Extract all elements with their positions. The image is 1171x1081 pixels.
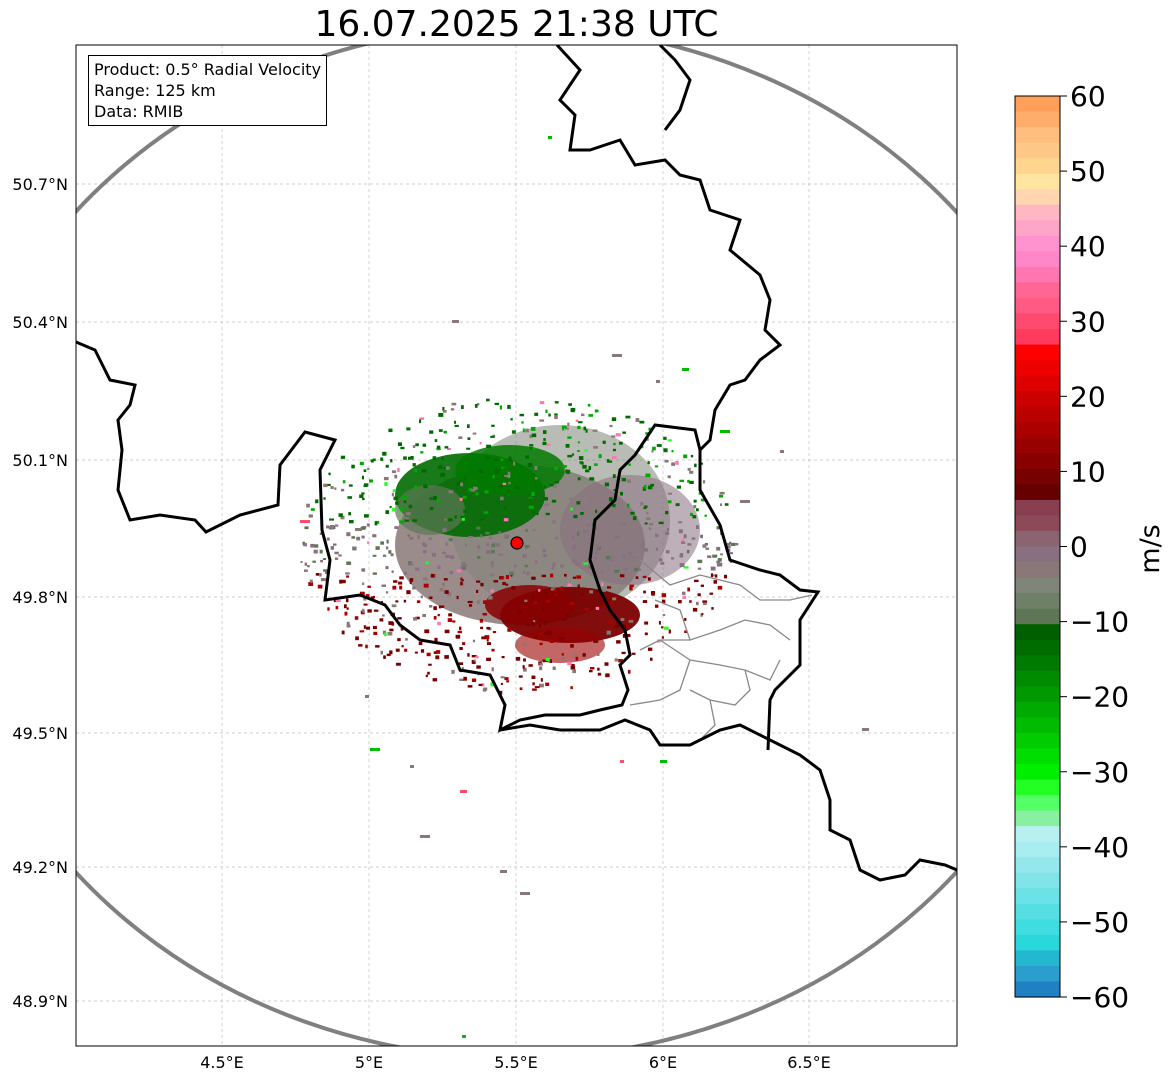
radar-site-marker — [511, 537, 523, 549]
colorbar-band — [1015, 919, 1060, 935]
colorbar-band — [1015, 795, 1060, 811]
colorbar-band — [1015, 593, 1060, 609]
lat-tick: 49.2°N — [12, 858, 68, 877]
colorbar-band — [1015, 112, 1060, 128]
colorbar-band — [1015, 826, 1060, 842]
colorbar-band — [1015, 391, 1060, 407]
lat-tick: 49.5°N — [12, 724, 68, 743]
colorbar-tick-label: 50 — [1070, 155, 1106, 188]
colorbar-band — [1015, 748, 1060, 764]
colorbar-band — [1015, 220, 1060, 236]
colorbar-tick-label: −20 — [1070, 681, 1129, 714]
colorbar-band — [1015, 376, 1060, 392]
colorbar-band — [1015, 904, 1060, 920]
colorbar-band — [1015, 500, 1060, 516]
colorbar-tick-label: 0 — [1070, 531, 1088, 564]
colorbar-band — [1015, 640, 1060, 656]
colorbar-tick-label: 60 — [1070, 80, 1106, 113]
colorbar-band — [1015, 438, 1060, 454]
colorbar-tick-label: −10 — [1070, 606, 1129, 639]
lat-tick: 49.8°N — [12, 588, 68, 607]
colorbar-band — [1015, 469, 1060, 485]
colorbar-bands — [1015, 96, 1060, 998]
colorbar-band — [1015, 531, 1060, 547]
lat-tick: 50.4°N — [12, 313, 68, 332]
colorbar-band — [1015, 407, 1060, 423]
colorbar-tick-label: 40 — [1070, 230, 1106, 263]
colorbar-band — [1015, 624, 1060, 640]
colorbar-band — [1015, 655, 1060, 671]
lon-tick: 5.5°E — [494, 1053, 538, 1072]
lon-tick: 6.5°E — [787, 1053, 831, 1072]
colorbar-tick-label: −40 — [1070, 831, 1129, 864]
colorbar-band — [1015, 981, 1060, 997]
velocity-echoes — [300, 136, 869, 1038]
colorbar-band — [1015, 360, 1060, 376]
colorbar-band — [1015, 562, 1060, 578]
lat-tick-labels: 50.7°N 50.4°N 50.1°N 49.8°N 49.5°N 49.2°… — [12, 175, 68, 1011]
range-label: Range: 125 km — [94, 80, 321, 101]
colorbar-band — [1015, 764, 1060, 780]
source-label: Data: RMIB — [94, 101, 321, 122]
colorbar-band — [1015, 733, 1060, 749]
lon-tick: 4.5°E — [200, 1053, 244, 1072]
colorbar-tick-label: −60 — [1070, 981, 1129, 1014]
colorbar-tick-label: 20 — [1070, 380, 1106, 413]
lat-tick: 48.9°N — [12, 992, 68, 1011]
colorbar-band — [1015, 935, 1060, 951]
colorbar-ticks: 60 50 40 30 20 10 0 −10 −20 −30 −40 −50 −60 — [1060, 80, 1129, 1014]
colorbar-band — [1015, 298, 1060, 314]
colorbar-band — [1015, 950, 1060, 966]
colorbar-band — [1015, 686, 1060, 702]
colorbar-band — [1015, 345, 1060, 361]
colorbar-band — [1015, 313, 1060, 329]
colorbar-tick-label: −30 — [1070, 756, 1129, 789]
colorbar-band — [1015, 888, 1060, 904]
colorbar-unit-label: m/s — [1125, 519, 1171, 579]
colorbar-band — [1015, 282, 1060, 298]
colorbar-band — [1015, 702, 1060, 718]
colorbar-band — [1015, 158, 1060, 174]
colorbar-band — [1015, 873, 1060, 889]
colorbar-band — [1015, 547, 1060, 563]
colorbar-band — [1015, 609, 1060, 625]
product-info-box: Product: 0.5° Radial Velocity Range: 125… — [88, 55, 327, 126]
lat-tick: 50.1°N — [12, 451, 68, 470]
lon-tick-labels: 4.5°E 5°E 5.5°E 6°E 6.5°E — [200, 1053, 831, 1072]
colorbar-band — [1015, 267, 1060, 283]
colorbar-tick-label: 10 — [1070, 455, 1106, 488]
colorbar-band — [1015, 143, 1060, 159]
colorbar-band — [1015, 484, 1060, 500]
colorbar-band — [1015, 453, 1060, 469]
lon-tick: 5°E — [355, 1053, 383, 1072]
colorbar-band — [1015, 251, 1060, 267]
lon-tick: 6°E — [649, 1053, 677, 1072]
colorbar-band — [1015, 578, 1060, 594]
colorbar-band — [1015, 236, 1060, 252]
colorbar-band — [1015, 842, 1060, 858]
colorbar: 60 50 40 30 20 10 0 −10 −20 −30 −40 −50 −60 — [1015, 80, 1129, 1014]
colorbar-band — [1015, 671, 1060, 687]
colorbar-band — [1015, 174, 1060, 190]
product-label: Product: 0.5° Radial Velocity — [94, 59, 321, 80]
colorbar-band — [1015, 966, 1060, 982]
lat-tick: 50.7°N — [12, 175, 68, 194]
colorbar-tick-label: −50 — [1070, 906, 1129, 939]
colorbar-band — [1015, 329, 1060, 345]
colorbar-band — [1015, 205, 1060, 221]
colorbar-band — [1015, 96, 1060, 112]
colorbar-band — [1015, 127, 1060, 143]
colorbar-band — [1015, 422, 1060, 438]
colorbar-band — [1015, 717, 1060, 733]
colorbar-band — [1015, 857, 1060, 873]
colorbar-tick-label: 30 — [1070, 305, 1106, 338]
colorbar-band — [1015, 189, 1060, 205]
colorbar-band — [1015, 811, 1060, 827]
colorbar-band — [1015, 515, 1060, 531]
colorbar-band — [1015, 780, 1060, 796]
